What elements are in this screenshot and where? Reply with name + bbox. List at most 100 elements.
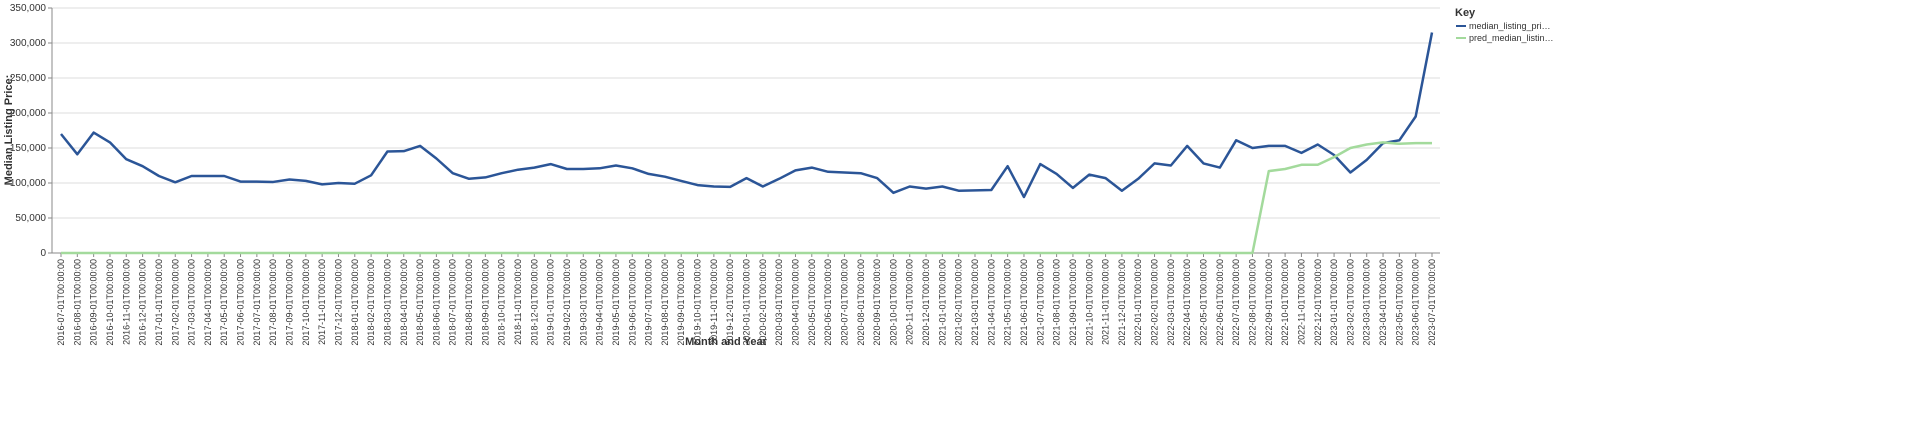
x-tick-label: 2022-04-01T00:00:00	[1182, 259, 1192, 346]
x-tick-label: 2016-10-01T00:00:00	[105, 259, 115, 346]
x-tick-label: 2019-02-01T00:00:00	[562, 259, 572, 346]
legend-title: Key	[1455, 7, 1476, 19]
x-tick-label: 2023-06-01T00:00:00	[1411, 259, 1421, 346]
x-tick-label: 2018-02-01T00:00:00	[366, 259, 376, 346]
x-tick-label: 2019-10-01T00:00:00	[693, 259, 703, 346]
x-tick-label: 2021-12-01T00:00:00	[1117, 259, 1127, 346]
x-tick-label: 2017-04-01T00:00:00	[203, 259, 213, 346]
x-tick-label: 2017-05-01T00:00:00	[219, 259, 229, 346]
x-tick-label: 2022-05-01T00:00:00	[1199, 259, 1209, 346]
x-tick-label: 2019-12-01T00:00:00	[725, 259, 735, 346]
x-tick-label: 2022-02-01T00:00:00	[1150, 259, 1160, 346]
x-tick-label: 2020-08-01T00:00:00	[856, 259, 866, 346]
y-tick-label: 100,000	[10, 178, 47, 189]
legend-label: pred_median_listin…	[1469, 33, 1554, 43]
x-tick-label: 2018-09-01T00:00:00	[480, 259, 490, 346]
x-tick-label: 2018-07-01T00:00:00	[448, 259, 458, 346]
x-tick-label: 2023-04-01T00:00:00	[1378, 259, 1388, 346]
x-tick-label: 2021-09-01T00:00:00	[1068, 259, 1078, 346]
x-tick-label: 2021-08-01T00:00:00	[1052, 259, 1062, 346]
y-tick-label: 0	[40, 248, 46, 259]
x-tick-label: 2017-12-01T00:00:00	[333, 259, 343, 346]
y-tick-label: 50,000	[15, 213, 46, 224]
x-tick-label: 2017-01-01T00:00:00	[154, 259, 164, 346]
x-tick-label: 2018-05-01T00:00:00	[415, 259, 425, 346]
y-tick-label: 150,000	[10, 143, 47, 154]
y-tick-label: 250,000	[10, 73, 47, 84]
x-tick-label: 2020-01-01T00:00:00	[742, 259, 752, 346]
x-tick-label: 2019-01-01T00:00:00	[546, 259, 556, 346]
x-tick-label: 2020-12-01T00:00:00	[921, 259, 931, 346]
x-tick-label: 2022-10-01T00:00:00	[1280, 259, 1290, 346]
x-tick-label: 2021-05-01T00:00:00	[1003, 259, 1013, 346]
x-tick-label: 2019-09-01T00:00:00	[676, 259, 686, 346]
y-tick-label: 300,000	[10, 38, 47, 49]
x-tick-label: 2022-03-01T00:00:00	[1166, 259, 1176, 346]
x-tick-label: 2017-02-01T00:00:00	[170, 259, 180, 346]
x-tick-label: 2021-01-01T00:00:00	[937, 259, 947, 346]
x-tick-label: 2017-09-01T00:00:00	[285, 259, 295, 346]
x-tick-label: 2019-03-01T00:00:00	[578, 259, 588, 346]
x-tick-label: 2016-09-01T00:00:00	[89, 259, 99, 346]
x-tick-label: 2017-03-01T00:00:00	[187, 259, 197, 346]
x-tick-label: 2021-11-01T00:00:00	[1101, 259, 1111, 345]
x-tick-label: 2020-06-01T00:00:00	[823, 259, 833, 346]
x-tick-label: 2019-08-01T00:00:00	[660, 259, 670, 346]
x-tick-label: 2023-03-01T00:00:00	[1362, 259, 1372, 346]
x-tick-label: 2023-02-01T00:00:00	[1345, 259, 1355, 346]
x-tick-label: 2016-12-01T00:00:00	[138, 259, 148, 346]
x-tick-label: 2021-04-01T00:00:00	[986, 259, 996, 346]
x-tick-label: 2020-07-01T00:00:00	[839, 259, 849, 346]
x-tick-label: 2022-07-01T00:00:00	[1231, 259, 1241, 346]
x-tick-label: 2020-11-01T00:00:00	[905, 259, 915, 345]
x-tick-label: 2020-10-01T00:00:00	[888, 259, 898, 346]
x-tick-label: 2018-04-01T00:00:00	[399, 259, 409, 346]
legend-label: median_listing_pri…	[1469, 21, 1551, 31]
x-tick-label: 2019-04-01T00:00:00	[595, 259, 605, 346]
x-tick-label: 2017-11-01T00:00:00	[317, 259, 327, 345]
x-tick-label: 2018-11-01T00:00:00	[513, 259, 523, 345]
x-tick-label: 2018-10-01T00:00:00	[497, 259, 507, 346]
y-tick-label: 350,000	[10, 3, 47, 14]
x-tick-label: 2020-03-01T00:00:00	[774, 259, 784, 346]
x-tick-label: 2020-04-01T00:00:00	[790, 259, 800, 346]
x-tick-label: 2023-05-01T00:00:00	[1394, 259, 1404, 346]
x-tick-label: 2017-08-01T00:00:00	[268, 259, 278, 346]
x-tick-label: 2020-05-01T00:00:00	[807, 259, 817, 346]
x-tick-label: 2017-06-01T00:00:00	[236, 259, 246, 346]
x-tick-label: 2018-08-01T00:00:00	[464, 259, 474, 346]
x-tick-label: 2023-07-01T00:00:00	[1427, 259, 1437, 346]
x-axis-title: Month and Year	[685, 336, 767, 348]
series-line	[60, 32, 1434, 199]
x-tick-label: 2021-06-01T00:00:00	[1019, 259, 1029, 346]
x-tick-label: 2022-11-01T00:00:00	[1296, 259, 1306, 345]
x-tick-label: 2022-12-01T00:00:00	[1313, 259, 1323, 346]
x-tick-label: 2016-11-01T00:00:00	[121, 259, 131, 345]
y-tick-label: 200,000	[10, 108, 47, 119]
x-tick-label: 2018-01-01T00:00:00	[350, 259, 360, 346]
x-tick-label: 2019-05-01T00:00:00	[611, 259, 621, 346]
series-line	[61, 141, 1432, 255]
x-tick-label: 2020-02-01T00:00:00	[758, 259, 768, 346]
x-tick-label: 2022-06-01T00:00:00	[1215, 259, 1225, 346]
x-tick-label: 2019-07-01T00:00:00	[644, 259, 654, 346]
x-tick-label: 2022-01-01T00:00:00	[1133, 259, 1143, 346]
x-tick-label: 2023-01-01T00:00:00	[1329, 259, 1339, 346]
x-tick-label: 2017-10-01T00:00:00	[301, 259, 311, 346]
x-tick-label: 2019-11-01T00:00:00	[709, 259, 719, 345]
x-tick-label: 2018-06-01T00:00:00	[431, 259, 441, 346]
x-tick-label: 2017-07-01T00:00:00	[252, 259, 262, 346]
x-tick-label: 2016-08-01T00:00:00	[72, 259, 82, 346]
x-tick-label: 2016-07-01T00:00:00	[56, 259, 66, 346]
x-tick-label: 2019-06-01T00:00:00	[627, 259, 637, 346]
x-tick-label: 2018-03-01T00:00:00	[382, 259, 392, 346]
x-tick-label: 2021-07-01T00:00:00	[1035, 259, 1045, 346]
x-tick-label: 2021-03-01T00:00:00	[970, 259, 980, 346]
x-tick-label: 2021-10-01T00:00:00	[1084, 259, 1094, 346]
x-tick-label: 2022-08-01T00:00:00	[1247, 259, 1257, 346]
x-tick-label: 2022-09-01T00:00:00	[1264, 259, 1274, 346]
x-tick-label: 2018-12-01T00:00:00	[529, 259, 539, 346]
x-tick-label: 2020-09-01T00:00:00	[872, 259, 882, 346]
y-axis-title: Median Listing Price:	[3, 75, 15, 186]
